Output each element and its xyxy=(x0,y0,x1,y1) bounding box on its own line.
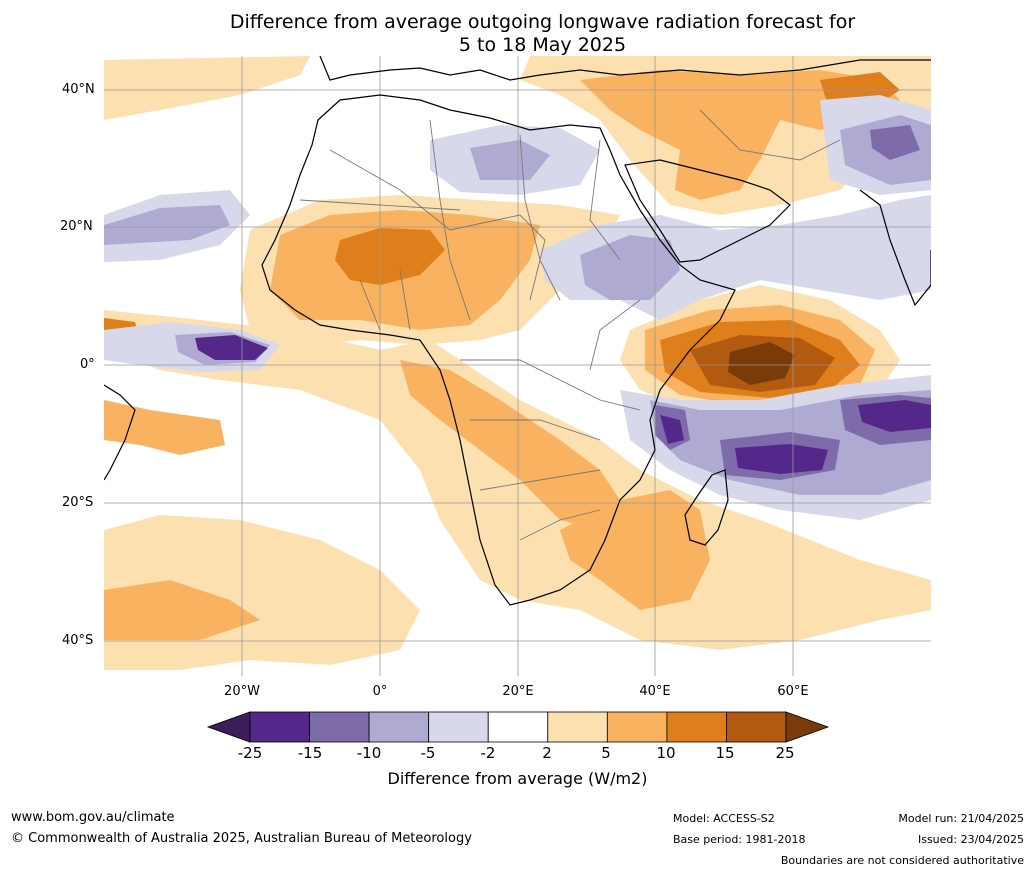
anomaly-region-darkest-purple xyxy=(660,415,684,444)
colorbar-cell xyxy=(606,711,668,743)
anomaly-region-orange xyxy=(104,580,260,640)
anomaly-region-darkest-purple xyxy=(858,400,931,432)
lat-label: 20°S xyxy=(62,495,94,510)
coastline-europe xyxy=(319,56,931,81)
colorbar xyxy=(206,711,830,743)
anomaly-region-orange xyxy=(560,490,710,610)
footer-base-period: Base period: 1981-2018 xyxy=(673,833,806,846)
map-title-line1: Difference from average outgoing longwav… xyxy=(229,11,856,33)
colorbar-tick-label: 15 xyxy=(715,744,735,762)
footer-issued: Issued: 23/04/2025 xyxy=(917,833,1024,846)
colorbar-cell xyxy=(428,711,489,743)
lon-label: 20°W xyxy=(224,684,260,699)
anomaly-region-orange xyxy=(400,360,620,530)
colorbar-cell xyxy=(547,711,608,743)
gridlines xyxy=(104,56,931,676)
lat-label: 40°S xyxy=(62,633,94,648)
lat-label: 0° xyxy=(80,357,95,372)
anomaly-region-darkest-purple xyxy=(195,335,268,360)
colorbar-cell xyxy=(368,711,430,743)
lat-label: 40°N xyxy=(62,82,95,97)
coastline-arabia xyxy=(624,159,791,263)
colorbar-tick-label: 2 xyxy=(542,744,552,762)
colorbar-extend-high xyxy=(785,711,830,743)
colorbar-tick-label: -25 xyxy=(237,744,263,762)
anomaly-region-light-orange xyxy=(104,310,931,650)
colorbar-tick-label: 5 xyxy=(601,744,611,762)
colorbar-cell xyxy=(666,711,727,743)
anomaly-region-darkest-purple xyxy=(735,444,828,474)
lon-label: 60°E xyxy=(777,684,809,699)
footer-copyright: © Commonwealth of Australia 2025, Austra… xyxy=(11,831,472,846)
country-borders xyxy=(299,109,841,541)
map-field xyxy=(104,56,931,676)
colorbar-tick-label: 10 xyxy=(656,744,676,762)
map-title-line2: 5 to 18 May 2025 xyxy=(458,34,627,56)
colorbar-cell xyxy=(249,711,310,743)
anomaly-region-light-orange xyxy=(104,56,310,120)
colorbar-cell xyxy=(487,711,549,743)
coastline-india xyxy=(859,189,931,307)
anomaly-region-purple xyxy=(104,205,230,245)
colorbar-cell xyxy=(309,711,370,743)
anomaly-region-orange xyxy=(580,70,900,200)
anomaly-region-brown xyxy=(728,342,795,385)
colorbar-cell xyxy=(726,711,787,743)
anomaly-region-purple xyxy=(470,140,550,180)
colorbar-tick-label: 25 xyxy=(775,744,795,762)
lon-label: 20°E xyxy=(502,684,534,699)
colorbar-tick-label: -5 xyxy=(420,744,436,762)
colorbar-extend-low xyxy=(206,711,251,743)
lon-label: 40°E xyxy=(639,684,671,699)
footer-disclaimer: Boundaries are not considered authoritat… xyxy=(780,854,1024,867)
colorbar-tick-label: -2 xyxy=(480,744,496,762)
coastline-madagascar xyxy=(684,469,729,546)
lon-label: 0° xyxy=(372,684,388,699)
anomaly-region-deep-purple xyxy=(870,125,920,160)
colorbar-tick-label: -15 xyxy=(297,744,323,762)
lat-label: 20°N xyxy=(60,219,93,234)
anomaly-region-dark-orange xyxy=(335,228,445,285)
footer-url: www.bom.gov.au/climate xyxy=(11,810,175,825)
colorbar-tick-label: -10 xyxy=(356,744,382,762)
coastline-south-america xyxy=(104,384,136,481)
coastline-africa xyxy=(261,94,736,606)
colorbar-title: Difference from average (W/m2) xyxy=(387,769,648,788)
footer-model: Model: ACCESS-S2 xyxy=(673,812,775,825)
footer-model-run: Model run: 21/04/2025 xyxy=(898,812,1024,825)
